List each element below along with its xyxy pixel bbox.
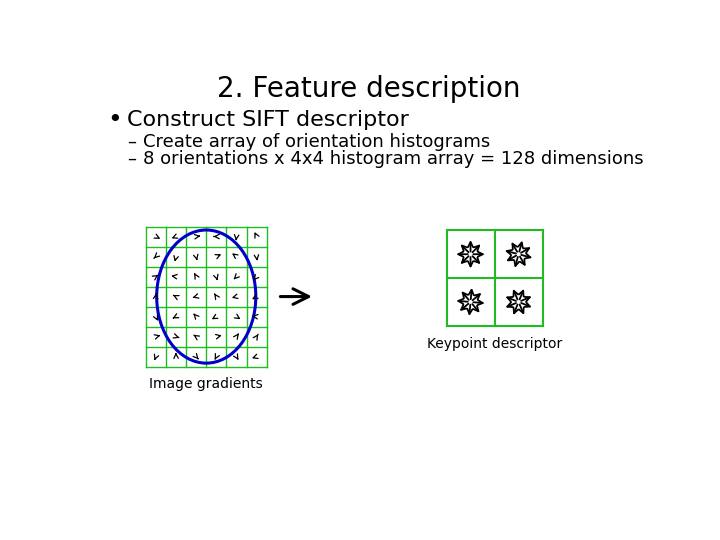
Text: 8 orientations x 4x4 histogram array = 128 dimensions: 8 orientations x 4x4 histogram array = 1…: [143, 150, 644, 168]
Text: Construct SIFT descriptor: Construct SIFT descriptor: [127, 110, 409, 130]
Text: •: •: [107, 108, 122, 132]
Text: –: –: [127, 133, 136, 151]
Text: 2. Feature description: 2. Feature description: [217, 76, 521, 104]
Text: Image gradients: Image gradients: [149, 377, 263, 392]
Text: Keypoint descriptor: Keypoint descriptor: [427, 336, 562, 350]
Text: –: –: [127, 150, 136, 168]
Text: Create array of orientation histograms: Create array of orientation histograms: [143, 133, 490, 151]
